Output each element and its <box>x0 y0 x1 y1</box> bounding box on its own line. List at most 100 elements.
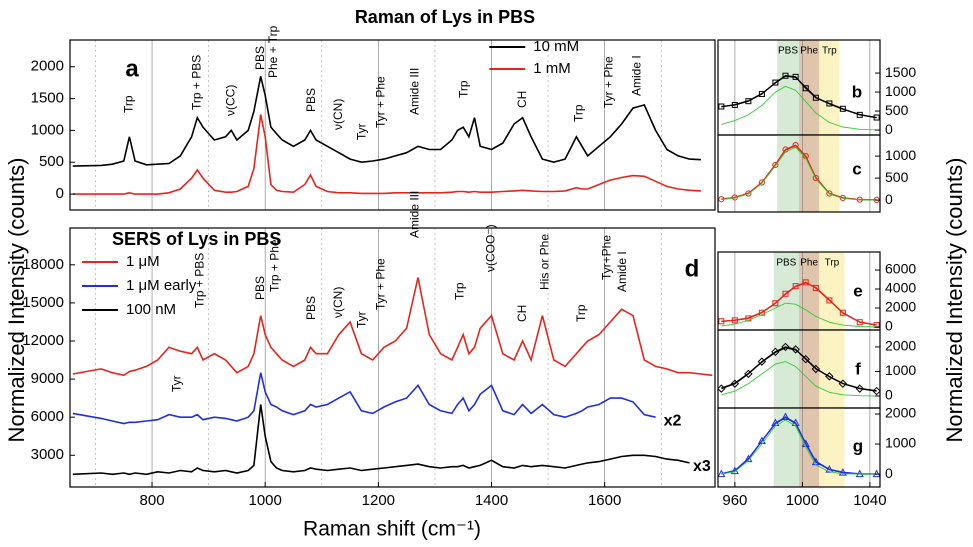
peak-annotation: ν(CC) <box>223 85 237 116</box>
y-tick-label: 0 <box>56 185 64 202</box>
spectrum-line <box>72 76 701 167</box>
plot-frame <box>717 407 881 488</box>
y-tick-label: 1000 <box>885 83 916 99</box>
band-label: Phe <box>800 46 818 57</box>
marker <box>826 297 833 304</box>
peak-annotation: Tyr+Phe <box>600 235 614 280</box>
y-tick-label: 4000 <box>885 280 916 296</box>
x-tick-label: 1400 <box>475 492 508 509</box>
peak-annotation: Tyr + Phe <box>373 76 387 128</box>
peak-annotation: Tyr <box>170 375 184 392</box>
scale-label: x2 <box>664 412 682 429</box>
y-tick-label: 15000 <box>22 294 64 311</box>
marker <box>812 285 819 292</box>
y-axis-label: Normalized Intensity (counts) <box>4 158 29 443</box>
y-tick-label: 9000 <box>31 370 64 387</box>
y-tick-label: 6000 <box>31 408 64 425</box>
panel-letter: g <box>853 436 863 455</box>
y-tick-label: 1500 <box>31 90 64 107</box>
spectrum-line <box>721 416 877 475</box>
peak-annotation: Tyr <box>355 311 369 328</box>
peak-annotation: Tyr + Phe <box>601 56 615 108</box>
chart-title: Raman of Lys in PBS <box>355 7 535 27</box>
marker <box>782 290 789 297</box>
peak-annotation: PBS <box>304 88 318 112</box>
band-label: Trp <box>822 46 837 57</box>
spectrum-line <box>721 75 877 119</box>
peak-annotation: ν(CN) <box>331 287 345 318</box>
spectrum-line <box>72 114 701 195</box>
marker <box>802 85 809 92</box>
marker <box>758 90 765 97</box>
panel <box>718 40 880 135</box>
peak-annotation: His or Phe <box>537 234 551 290</box>
peak-annotation: ν(COO⁻) <box>484 224 498 272</box>
spectrum-line <box>721 282 877 326</box>
component-line <box>721 146 877 201</box>
y-tick-label: 0 <box>885 191 893 207</box>
peak-annotation: Trp <box>453 282 467 300</box>
marker <box>744 369 753 379</box>
y-tick-label: 0 <box>885 121 893 137</box>
legend-label: 100 nM <box>126 301 176 318</box>
y-tick-label: 3000 <box>31 446 64 463</box>
y-tick-label: 6000 <box>885 261 916 277</box>
panel-letter: b <box>852 82 862 101</box>
component-line <box>721 302 877 328</box>
marker <box>826 100 833 107</box>
panel-letter: e <box>853 281 862 300</box>
panel <box>718 252 880 330</box>
legend-label: 1 μM early <box>126 277 197 294</box>
marker <box>811 364 821 374</box>
band <box>799 330 820 408</box>
peak-annotation: CH <box>515 91 529 108</box>
spectrum-line <box>721 144 877 201</box>
y-tick-label: 2000 <box>885 338 916 354</box>
legend-label: 1 μM <box>126 253 160 270</box>
marker <box>839 309 846 316</box>
band <box>819 135 840 212</box>
marker <box>826 190 833 197</box>
marker <box>772 300 779 307</box>
y-tick-label: 18000 <box>22 256 64 273</box>
plot-frame <box>717 134 881 213</box>
band-label: PBS <box>778 46 798 57</box>
peak-annotation: Amide I <box>630 55 644 96</box>
plot-frame <box>69 227 716 488</box>
x-tick-label: 1040 <box>853 492 886 509</box>
band <box>819 252 845 330</box>
peak-annotation: PBS <box>253 276 267 300</box>
peak-annotation: Tyr <box>355 123 369 140</box>
legend-label: 10 mM <box>533 38 579 55</box>
band <box>799 408 820 487</box>
chart-title: SERS of Lys in PBS <box>112 229 281 249</box>
band <box>773 330 799 408</box>
band-label: Trp <box>825 258 840 269</box>
panel-letter: a <box>125 55 139 82</box>
peak-annotation: Amide I <box>615 251 629 292</box>
y-tick-label: 12000 <box>22 332 64 349</box>
y-tick-label: 500 <box>39 153 64 170</box>
y-tick-label: 0 <box>885 465 893 481</box>
panel <box>72 40 701 210</box>
marker <box>801 354 810 364</box>
panel-letter: c <box>852 159 861 178</box>
panel <box>72 228 713 487</box>
marker <box>802 279 809 286</box>
x-axis-label: Raman shift (cm⁻¹) <box>303 518 481 541</box>
x-tick-label: 1000 <box>786 492 819 509</box>
y-tick-label: 1500 <box>885 64 916 80</box>
y-tick-label: 500 <box>885 102 909 118</box>
spectrum-line <box>72 404 690 476</box>
x-tick-label: 1600 <box>588 492 621 509</box>
band <box>799 252 820 330</box>
peak-annotation: PBS <box>304 296 318 320</box>
band <box>819 40 840 135</box>
y-tick-label: 0 <box>885 387 893 403</box>
peak-annotation: Trp <box>457 80 471 98</box>
peak-annotation: Phe + Trp <box>266 25 280 78</box>
spectrum-line <box>721 347 877 392</box>
panel <box>718 408 880 487</box>
